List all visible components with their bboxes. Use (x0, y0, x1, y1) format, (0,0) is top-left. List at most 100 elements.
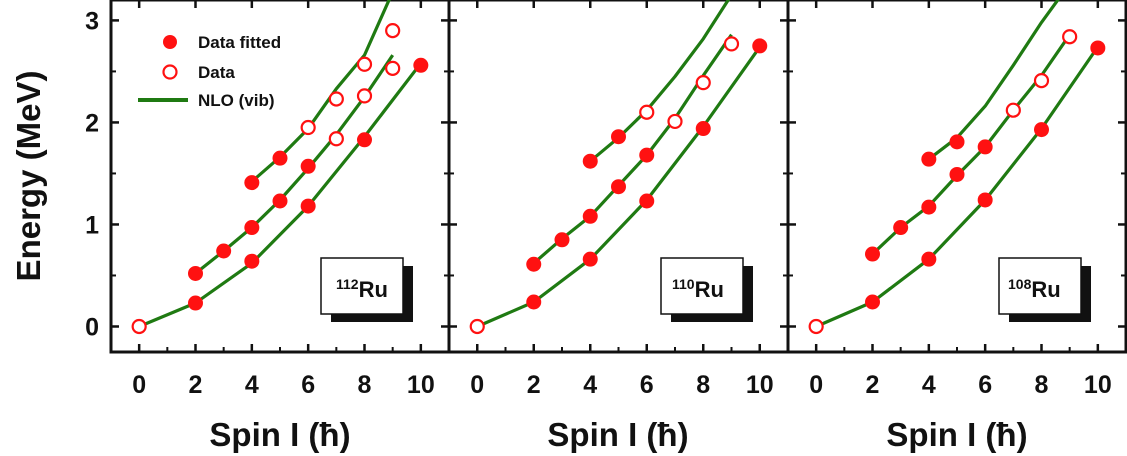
data-open-point (469, 318, 485, 335)
data-fitted-point (611, 129, 626, 145)
x-tick-label: 2 (189, 371, 203, 399)
x-tick-label: 8 (1035, 371, 1049, 399)
x-tick-label: 0 (809, 371, 823, 399)
nucleus-label-110ru: 110Ru (660, 257, 753, 322)
x-tick-label: 0 (470, 371, 484, 399)
data-fitted-point (865, 246, 880, 262)
data-open-point (1062, 29, 1078, 45)
x-tick-label: 8 (696, 371, 710, 399)
data-fitted-point (272, 150, 288, 166)
data-open-point (131, 318, 147, 335)
y-tick-label: 3 (85, 7, 99, 35)
svg-text:112Ru: 112Ru (336, 276, 388, 302)
data-fitted-point (639, 147, 655, 163)
data-fitted-point (526, 294, 542, 310)
nucleus-mass-110: 110 (672, 276, 695, 292)
series-group (469, 0, 768, 335)
data-fitted-point (1034, 122, 1049, 138)
x-tick-label: 4 (245, 371, 259, 399)
data-fitted-point (526, 256, 542, 272)
x-tick-label: 10 (1084, 371, 1112, 399)
svg-text:108Ru: 108Ru (1008, 276, 1061, 302)
legend-open-marker (162, 64, 178, 80)
data-open-point (385, 23, 401, 39)
nlo-vib-line-band-1 (194, 54, 395, 275)
data-fitted-point (188, 295, 203, 311)
y-tick-label: 1 (85, 211, 99, 239)
nlo-vib-line-band-0 (476, 45, 762, 328)
data-fitted-point (977, 139, 993, 155)
data-open-point (695, 75, 711, 91)
series-group (808, 0, 1106, 335)
data-fitted-point (582, 208, 598, 224)
nucleus-mass-108: 108 (1008, 276, 1032, 292)
data-fitted-point (1090, 40, 1106, 56)
data-fitted-point (300, 198, 316, 214)
data-open-point (385, 60, 401, 76)
data-fitted-point (216, 243, 232, 259)
legend-open-label: Data (198, 63, 235, 82)
nlo-vib-line-band-1 (532, 33, 733, 265)
data-open-point (300, 119, 316, 136)
data-open-point (328, 131, 344, 147)
data-fitted-point (639, 193, 655, 209)
legend-line-label: NLO (vib) (198, 91, 275, 110)
nucleus-element-112: Ru (359, 277, 388, 302)
y-tick-label: 2 (85, 109, 99, 137)
data-fitted-point (244, 220, 260, 236)
x-tick-label: 4 (922, 371, 936, 399)
data-fitted-point (244, 253, 260, 269)
data-open-point (639, 104, 655, 120)
data-fitted-point (921, 151, 937, 167)
nucleus-element-108: Ru (1031, 277, 1060, 302)
data-open-point (356, 88, 373, 104)
nucleus-label-108ru: 108Ru (998, 257, 1091, 322)
x-tick-label: 6 (640, 371, 654, 399)
data-fitted-point (921, 199, 937, 215)
nucleus-mass-112: 112 (336, 276, 359, 292)
panel-108ru: 0 2 4 6 8 10 (786, 0, 1127, 399)
data-fitted-point (554, 232, 570, 248)
x-tick-label: 2 (527, 371, 541, 399)
data-open-point (667, 113, 683, 130)
nlo-vib-line-band-0 (138, 62, 423, 328)
nucleus-element-110: Ru (695, 277, 724, 302)
data-open-point (1005, 102, 1021, 118)
data-fitted-point (752, 38, 768, 54)
x-tick-label: 0 (132, 371, 146, 399)
x-tick-label: 4 (583, 371, 597, 399)
x-tick-label: 10 (407, 371, 435, 399)
data-fitted-point (272, 193, 288, 209)
data-fitted-point (357, 132, 372, 148)
data-fitted-point (695, 121, 711, 137)
y-tick-label: 0 (85, 313, 99, 341)
nlo-vib-line-band-0 (815, 45, 1100, 328)
x-axis-title-112ru: Spin I (ħ) (209, 416, 350, 453)
x-axis-title-108ru: Spin I (ħ) (886, 416, 1027, 453)
x-tick-label: 8 (358, 371, 372, 399)
y-axis-title: Energy (MeV) (10, 71, 47, 282)
data-fitted-point (582, 153, 598, 169)
data-open-point (1033, 73, 1050, 89)
data-fitted-point (949, 166, 965, 182)
legend-filled-label: Data fitted (198, 33, 281, 52)
panel-112ru: 0 2 4 6 8 10 0 1 2 3 (85, 0, 451, 399)
data-fitted-point (188, 265, 203, 281)
data-fitted-point (977, 192, 993, 208)
x-tick-label: 6 (301, 371, 315, 399)
data-fitted-point (413, 57, 429, 73)
legend-filled-marker (163, 35, 177, 49)
data-fitted-point (611, 179, 626, 195)
data-fitted-point (949, 134, 965, 150)
data-open-point (356, 56, 373, 72)
x-tick-label: 2 (866, 371, 880, 399)
data-fitted-point (582, 251, 598, 267)
data-open-point (328, 91, 344, 107)
panel-110ru: 0 2 4 6 8 10 (447, 0, 790, 399)
legend: Data fitted Data NLO (vib) (138, 33, 281, 110)
data-fitted-point (921, 251, 937, 267)
svg-text:110Ru: 110Ru (672, 276, 724, 302)
data-fitted-point (244, 175, 260, 191)
x-axis-title-110ru: Spin I (ħ) (547, 416, 688, 453)
